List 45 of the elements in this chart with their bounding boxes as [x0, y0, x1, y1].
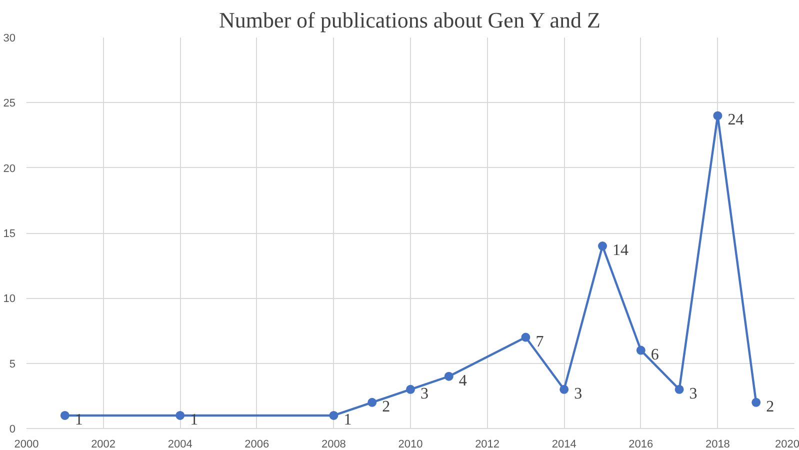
point [560, 384, 569, 394]
chart-title: Number of publications about Gen Y and Z [218, 8, 600, 32]
point [752, 398, 761, 407]
y-tick-label: 15 [3, 228, 16, 240]
point [636, 346, 646, 355]
data-label: 7 [536, 333, 544, 350]
point [598, 242, 607, 251]
x-tick-label: 2010 [398, 438, 423, 450]
x-tick-label: 2016 [628, 438, 654, 450]
y-tick-label: 5 [9, 358, 16, 370]
data-label: 3 [420, 385, 428, 402]
data-label: 2 [766, 398, 774, 416]
y-tick-label: 25 [3, 98, 16, 110]
data-label: 4 [458, 372, 467, 390]
point [176, 410, 185, 420]
data-label: 2 [382, 398, 390, 416]
point [329, 410, 338, 420]
point [674, 384, 684, 394]
x-tick-label: 2014 [552, 438, 576, 450]
point [521, 332, 530, 342]
point [60, 410, 70, 420]
y-tick-label: 20 [3, 162, 16, 175]
data-label: 3 [689, 385, 698, 402]
data-label: 1 [74, 411, 83, 428]
y-tick-label: 0 [9, 424, 16, 436]
data-label: 1 [344, 411, 352, 428]
x-tick-label: 2000 [14, 438, 39, 450]
data-label: 1 [190, 411, 198, 428]
x-tick-label: 2020 [775, 438, 799, 450]
x-tick-label: 2002 [91, 438, 116, 450]
point [444, 372, 454, 381]
point [406, 384, 415, 394]
x-tick-label: 2018 [705, 438, 730, 450]
point [368, 398, 377, 407]
data-label: 14 [612, 242, 628, 260]
x-tick-label: 2006 [244, 438, 270, 450]
point [713, 111, 722, 120]
data-label: 24 [728, 112, 744, 129]
y-tick-label: 10 [3, 293, 16, 306]
data-label: 6 [650, 346, 659, 364]
y-tick-label: 30 [3, 32, 16, 44]
x-tick-label: 2012 [475, 438, 500, 450]
data-label: 3 [574, 385, 582, 402]
x-tick-label: 2004 [168, 438, 192, 450]
x-tick-label: 2008 [321, 438, 346, 450]
